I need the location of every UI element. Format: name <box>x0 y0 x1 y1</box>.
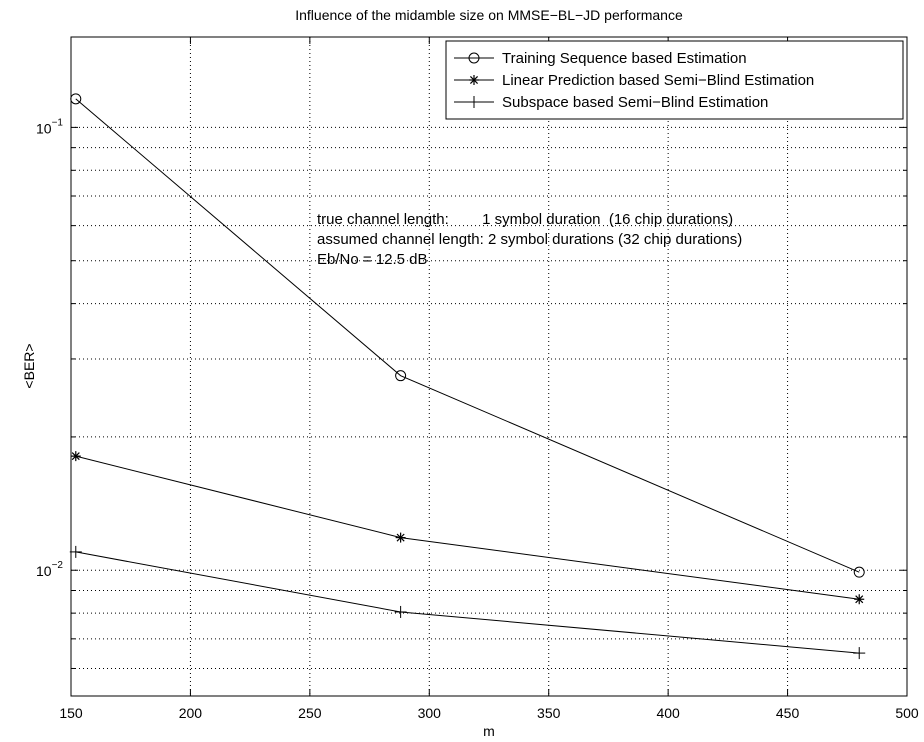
legend-label: Subspace based Semi−Blind Estimation <box>502 94 768 111</box>
x-tick-label: 250 <box>298 705 322 721</box>
series-line <box>75 455 860 600</box>
legend-item: Linear Prediction based Semi−Blind Estim… <box>454 72 814 89</box>
star-marker <box>854 594 865 605</box>
plot-frame <box>70 36 908 697</box>
tick-marks <box>70 37 908 696</box>
legend-label: Linear Prediction based Semi−Blind Estim… <box>502 72 814 89</box>
series-plus <box>69 545 866 660</box>
x-tick-label: 150 <box>59 705 83 721</box>
star-stroke <box>71 452 80 461</box>
circle-marker <box>468 52 480 64</box>
series-star <box>70 451 865 605</box>
circle-marker <box>853 566 865 578</box>
y-tick-label: 10−2 <box>36 560 63 579</box>
x-tick-label: 450 <box>776 705 800 721</box>
series-line <box>75 98 860 573</box>
annotation-line: Eb/No = 12.5 dB <box>317 251 428 268</box>
plus-marker <box>69 545 82 558</box>
circle-marker <box>70 93 82 105</box>
y-tick-labels: 10−1 10−2 <box>36 117 63 579</box>
star-marker <box>469 75 479 85</box>
annotation-line: true channel length: 1 symbol duration (… <box>317 211 733 228</box>
x-tick-label: 300 <box>418 705 442 721</box>
x-tick-label: 200 <box>179 705 203 721</box>
plus-marker <box>394 605 407 618</box>
y-axis-label: <BER> <box>21 343 37 388</box>
series-layer <box>69 93 866 660</box>
x-tick-label: 500 <box>895 705 919 721</box>
annotations: true channel length: 1 symbol duration (… <box>317 211 742 268</box>
legend-item: Subspace based Semi−Blind Estimation <box>454 94 768 111</box>
x-tick-label: 400 <box>656 705 680 721</box>
grid <box>71 37 907 696</box>
legend-box <box>445 40 904 120</box>
x-tick-labels: 150 200 250 300 350 400 450 500 <box>59 705 919 721</box>
series-line <box>75 551 860 654</box>
circle-marker <box>395 370 407 382</box>
plus-marker <box>853 647 866 660</box>
legend-label: Training Sequence based Estimation <box>502 50 747 67</box>
star-marker <box>70 451 81 462</box>
x-axis-label: m <box>483 723 495 739</box>
legend: Training Sequence based Estimation Linear… <box>445 40 904 120</box>
legend-item: Training Sequence based Estimation <box>454 50 747 67</box>
star-stroke <box>396 533 405 542</box>
plus-marker <box>468 96 480 108</box>
star-marker <box>395 532 406 543</box>
series-circle <box>70 93 865 578</box>
x-tick-label: 350 <box>537 705 561 721</box>
star-stroke <box>469 75 479 85</box>
star-stroke <box>855 595 864 604</box>
chart-title: Influence of the midamble size on MMSE−B… <box>295 7 683 23</box>
y-tick-label: 10−1 <box>36 117 63 136</box>
annotation-line: assumed channel length: 2 symbol duratio… <box>317 231 742 248</box>
